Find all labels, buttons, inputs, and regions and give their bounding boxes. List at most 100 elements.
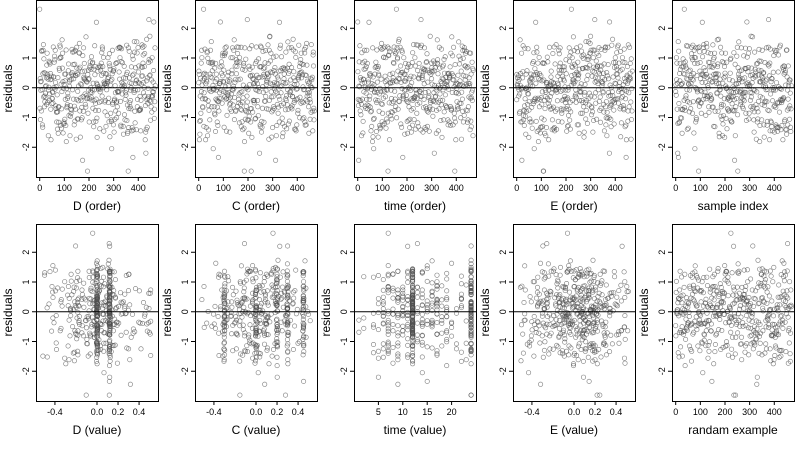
data-point (545, 261, 551, 267)
data-point (761, 103, 767, 109)
data-point (81, 280, 87, 286)
data-point (248, 313, 254, 319)
data-point (244, 93, 250, 99)
data-point (307, 116, 313, 122)
data-point (142, 103, 148, 109)
data-point (268, 69, 274, 75)
data-point (600, 90, 606, 96)
x-axis-title: C (order) (232, 199, 280, 213)
data-point (291, 69, 297, 75)
data-point (385, 273, 391, 279)
data-point (690, 331, 696, 337)
data-point (593, 284, 599, 290)
data-point (740, 320, 746, 326)
data-point (559, 119, 565, 125)
data-point (616, 86, 622, 92)
data-point (140, 73, 146, 79)
data-point (424, 344, 430, 350)
data-point (274, 300, 280, 306)
data-point (759, 95, 765, 101)
data-point (274, 302, 280, 308)
data-point (242, 45, 248, 51)
data-point (719, 290, 725, 296)
x-axis-title: randam example (688, 423, 778, 437)
data-point (278, 54, 284, 60)
data-point (274, 336, 280, 342)
data-point (374, 47, 380, 53)
data-point (287, 89, 293, 95)
data-point (709, 79, 715, 85)
data-point (463, 73, 469, 79)
data-point (385, 283, 391, 289)
data-point (290, 289, 296, 295)
data-point (127, 357, 133, 363)
data-point (253, 267, 259, 273)
data-point (410, 98, 416, 104)
data-point (772, 352, 778, 358)
data-point (69, 107, 75, 113)
data-point (619, 86, 625, 92)
data-point (136, 63, 142, 69)
data-point (715, 64, 721, 70)
data-point (618, 328, 624, 334)
y-tick-label: 2 (498, 26, 508, 31)
data-point (96, 107, 102, 113)
data-point (614, 44, 620, 50)
data-point (553, 272, 559, 278)
data-point (755, 72, 761, 78)
data-point (86, 308, 92, 314)
data-point (466, 94, 472, 100)
data-point (629, 68, 635, 74)
data-point (265, 42, 271, 48)
data-point (469, 89, 475, 95)
data-point (259, 283, 265, 289)
data-point (120, 123, 126, 129)
data-point (600, 303, 606, 309)
data-point (526, 107, 532, 113)
data-point (609, 42, 615, 48)
data-point (718, 93, 724, 99)
data-point (123, 329, 129, 335)
data-point (72, 106, 78, 112)
data-point (754, 381, 760, 387)
x-tick-label: 100 (693, 183, 708, 193)
data-point (552, 61, 558, 67)
data-point (752, 342, 758, 348)
data-point (526, 134, 532, 140)
data-point (598, 79, 604, 85)
x-tick-label: 300 (424, 183, 439, 193)
data-point (119, 79, 125, 85)
data-point (563, 106, 569, 112)
data-point (107, 299, 113, 305)
data-point (517, 37, 523, 43)
data-point (401, 55, 407, 61)
data-point (568, 6, 574, 12)
data-point (75, 88, 81, 94)
y-axis-title: residuals (478, 64, 492, 112)
data-point (111, 129, 117, 135)
data-point (616, 60, 622, 66)
x-tick-label: 0 (673, 183, 678, 193)
data-point (749, 319, 755, 325)
data-point (241, 168, 247, 174)
data-point (59, 89, 65, 95)
data-point (470, 133, 476, 139)
data-point (424, 59, 430, 65)
data-point (247, 73, 253, 79)
data-point (94, 293, 100, 299)
data-point (264, 79, 270, 85)
data-point (707, 301, 713, 307)
data-point (531, 313, 537, 319)
data-point (83, 104, 89, 110)
data-point (710, 104, 716, 110)
data-point (740, 291, 746, 297)
data-point (597, 271, 603, 277)
data-point (131, 90, 137, 96)
data-point (545, 84, 551, 90)
data-point (148, 93, 154, 99)
data-point (405, 354, 411, 360)
y-tick-label: 0 (339, 309, 349, 314)
data-point (107, 305, 113, 311)
data-point (682, 271, 688, 277)
data-point (701, 274, 707, 280)
